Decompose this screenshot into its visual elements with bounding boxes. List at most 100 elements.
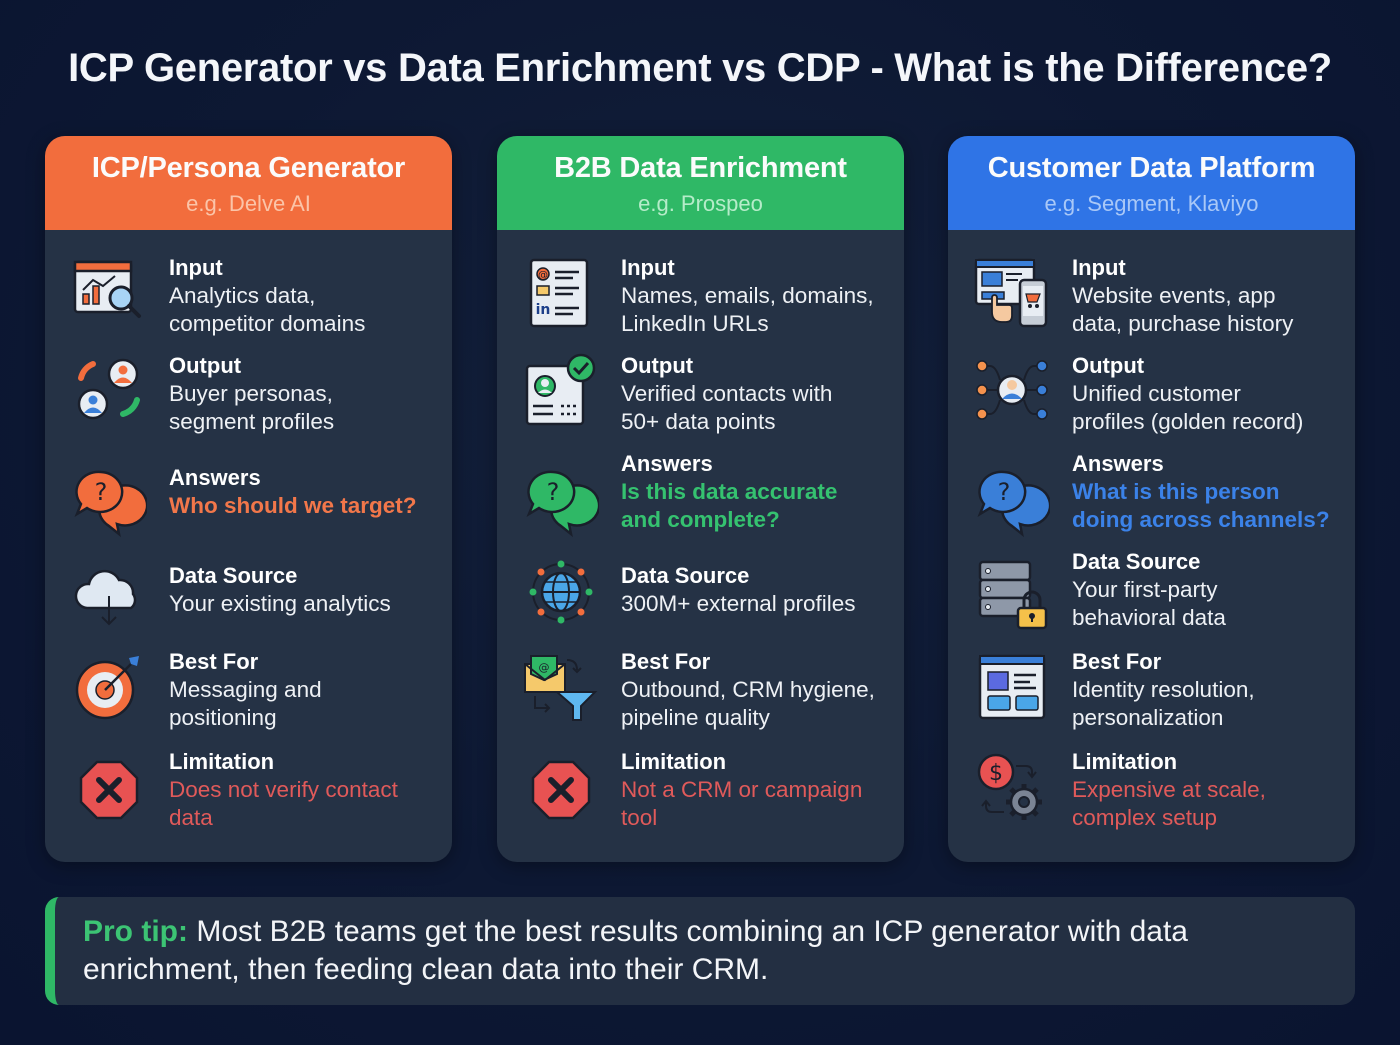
row-value: Unified customer [1072, 381, 1241, 406]
svg-text:@: @ [539, 661, 550, 674]
answer-text: and complete? [621, 507, 780, 532]
pro-tip-label: Pro tip: [83, 915, 188, 948]
row-label: Limitation [621, 749, 727, 774]
limitation-text: data [169, 805, 213, 830]
row-label: Best For [1072, 649, 1162, 674]
row-value: Names, emails, domains, [621, 283, 874, 308]
answer-text: Who should we target? [169, 493, 417, 518]
limitation-text: Not a CRM or campaign [621, 777, 863, 802]
svg-text:?: ? [998, 478, 1011, 506]
row-label: Best For [621, 649, 711, 674]
card-subtitle: e.g. Delve AI [186, 191, 311, 216]
row-value: Your existing analytics [169, 591, 391, 616]
page-title: ICP Generator vs Data Enrichment vs CDP … [68, 46, 1332, 90]
row-answers: ? Answers Is this data accurate and comp… [497, 450, 904, 540]
svg-text:$: $ [989, 761, 1003, 786]
limitation-text: Does not verify contact [169, 777, 398, 802]
pro-tip-callout: Pro tip: Most B2B teams get the best res… [45, 897, 1355, 1005]
card-title: Customer Data Platform [987, 152, 1316, 184]
row-output: Output Verified contacts with 50+ data p… [497, 352, 904, 442]
row-best-for: Best For Identity resolution, personaliz… [948, 648, 1355, 738]
row-label: Output [1072, 353, 1145, 378]
row-label: Answers [621, 451, 713, 476]
card-header: Customer Data Platform e.g. Segment, Kla… [948, 136, 1355, 230]
row-value: segment profiles [169, 409, 335, 434]
row-output: Output Unified customer profiles (golden… [948, 352, 1355, 442]
card-subtitle: e.g. Prospeo [638, 191, 763, 216]
row-label: Input [169, 255, 223, 280]
row-value: Identity resolution, [1072, 677, 1255, 702]
row-value: positioning [169, 705, 277, 730]
card-title: ICP/Persona Generator [91, 152, 406, 184]
row-value: 300M+ external profiles [621, 591, 856, 616]
row-label: Answers [1072, 451, 1164, 476]
personas-cycle-icon [71, 352, 147, 428]
question-bubbles-icon: ? [71, 464, 149, 540]
row-value: Messaging and [169, 677, 322, 702]
row-label: Output [169, 353, 242, 378]
web-layout-icon [974, 648, 1050, 724]
row-value: Verified contacts with [621, 381, 833, 406]
row-best-for: Best For Messaging and positioning [45, 648, 452, 738]
row-limitation: $ Limitation Expensive at scale, complex… [948, 748, 1355, 838]
row-value: behavioral data [1072, 605, 1226, 630]
stop-x-icon [71, 748, 147, 824]
verified-contact-icon [523, 352, 599, 428]
contact-list-icon: @ in [523, 254, 599, 330]
row-value: Buyer personas, [169, 381, 333, 406]
limitation-text: Expensive at scale, [1072, 777, 1266, 802]
row-label: Answers [169, 465, 261, 490]
limitation-text: complex setup [1072, 805, 1218, 830]
question-bubbles-icon: ? [523, 464, 601, 540]
row-data-source: Data Source 300M+ external profiles [497, 560, 904, 652]
row-label: Best For [169, 649, 259, 674]
answer-text: Is this data accurate [621, 479, 838, 504]
card-header: ICP/Persona Generator e.g. Delve AI [45, 136, 452, 230]
email-funnel-icon: @ [523, 648, 599, 724]
row-value: Website events, app [1072, 283, 1276, 308]
cost-gear-icon: $ [974, 748, 1050, 824]
row-answers: ? Answers Who should we target? [45, 464, 452, 554]
target-arrow-icon [71, 648, 147, 724]
card-icp-generator: ICP/Persona Generator e.g. Delve AI Inpu… [45, 136, 452, 862]
card-title: B2B Data Enrichment [554, 152, 847, 184]
card-header: B2B Data Enrichment e.g. Prospeo [497, 136, 904, 230]
row-label: Input [621, 255, 675, 280]
globe-network-icon [523, 554, 599, 630]
cloud-download-icon [71, 562, 147, 638]
row-label: Input [1072, 255, 1126, 280]
row-label: Output [621, 353, 694, 378]
card-subtitle: e.g. Segment, Klaviyo [1044, 191, 1259, 216]
stop-x-icon [523, 748, 599, 824]
row-label: Data Source [169, 563, 298, 588]
row-value: data, purchase history [1072, 311, 1294, 336]
analytics-magnifier-icon [71, 254, 147, 330]
limitation-text: tool [621, 805, 658, 830]
row-input: @ in Input Names, emails, domains, Linked… [497, 254, 904, 344]
row-value: competitor domains [169, 311, 366, 336]
answer-text: doing across channels? [1072, 507, 1330, 532]
svg-text:in: in [536, 302, 551, 318]
pro-tip-line-1: Pro tip: Most B2B teams get the best res… [83, 913, 1355, 951]
web-mobile-cart-icon [974, 254, 1050, 330]
row-value: Outbound, CRM hygiene, [621, 677, 875, 702]
row-data-source: Data Source Your existing analytics [45, 562, 452, 652]
row-value: Your first-party [1072, 577, 1218, 602]
row-value: LinkedIn URLs [621, 311, 769, 336]
row-answers: ? Answers What is this person doing acro… [948, 450, 1355, 540]
row-value: Analytics data, [169, 283, 316, 308]
row-limitation: Limitation Not a CRM or campaign tool [497, 748, 904, 838]
row-value: profiles (golden record) [1072, 409, 1304, 434]
pro-tip-line-2: enrichment, then feeding clean data into… [83, 953, 769, 986]
row-label: Limitation [1072, 749, 1178, 774]
row-input: Input Website events, app data, purchase… [948, 254, 1355, 344]
pro-tip-text: Most B2B teams get the best results comb… [188, 915, 1188, 948]
row-value: pipeline quality [621, 705, 770, 730]
svg-text:?: ? [547, 478, 560, 506]
row-limitation: Limitation Does not verify contact data [45, 748, 452, 838]
answer-text: What is this person [1072, 479, 1280, 504]
unified-profile-hub-icon [974, 352, 1050, 428]
svg-text:?: ? [95, 478, 108, 506]
row-label: Data Source [621, 563, 750, 588]
row-best-for: @ Best For Outbound, CRM hygiene, pipeli… [497, 648, 904, 738]
